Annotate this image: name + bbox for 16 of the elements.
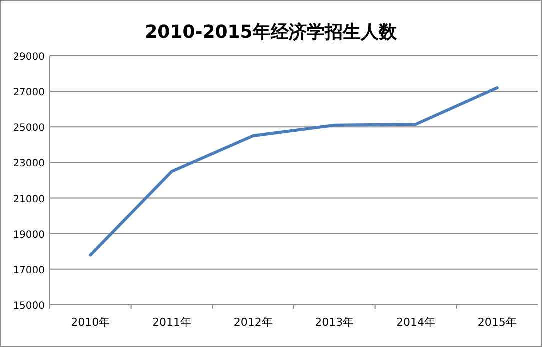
x-tick-label: 2011年	[152, 316, 192, 329]
x-tick-label: 2015年	[478, 316, 517, 329]
y-tick-label: 27000	[13, 88, 45, 99]
y-tick-label: 15000	[13, 301, 45, 312]
chart-title: 2010-2015年经济学招生人数	[145, 22, 398, 43]
x-tick-label: 2013年	[315, 316, 354, 329]
x-tick-label: 2014年	[396, 316, 436, 329]
y-tick-label: 17000	[13, 265, 45, 276]
y-tick-label: 23000	[13, 158, 45, 170]
y-tick-label: 19000	[13, 230, 45, 241]
x-tick-label: 2012年	[234, 316, 273, 329]
y-tick-label: 25000	[13, 123, 45, 134]
x-tick-label: 2010年	[71, 316, 110, 329]
line-series	[89, 86, 499, 257]
y-tick-label: 29000	[13, 52, 45, 63]
y-tick-label: 21000	[13, 194, 45, 206]
